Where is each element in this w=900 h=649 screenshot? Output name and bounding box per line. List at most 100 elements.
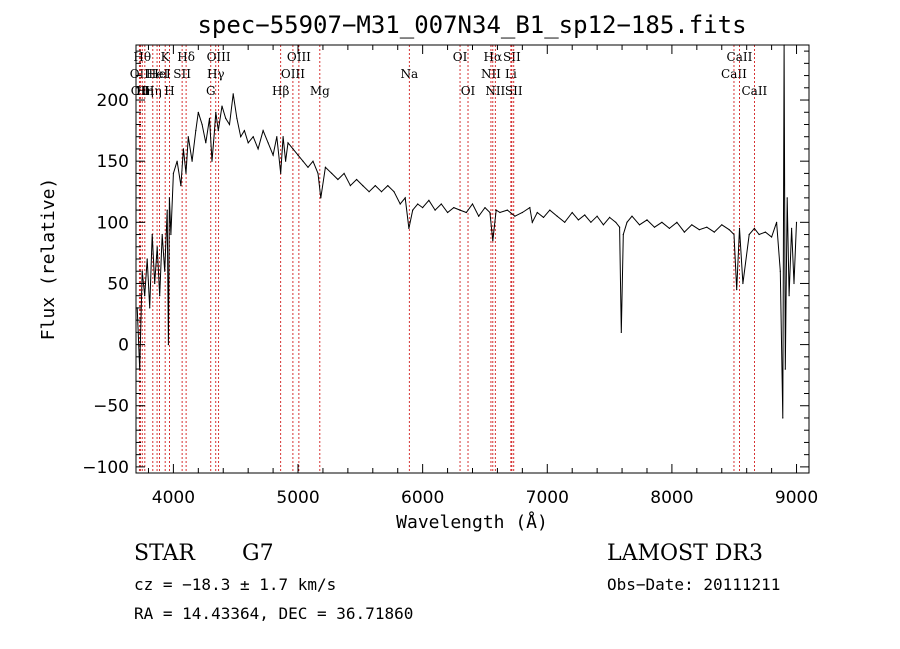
x-tick-label-0: 4000: [152, 488, 195, 508]
line-marker-label-23: NII: [485, 84, 505, 98]
data-point-101: [584, 214, 586, 216]
data-point-78: [447, 211, 449, 214]
data-point-128: [742, 282, 744, 285]
data-point-110: [626, 221, 628, 223]
data-point-16: [172, 172, 174, 174]
data-point-36: [236, 117, 238, 119]
data-point-79: [453, 207, 455, 209]
y-tick-label-5: 150: [97, 152, 129, 172]
data-point-65: [374, 185, 376, 187]
data-point-70: [404, 197, 406, 199]
line-marker-label-17: Mg: [310, 84, 330, 98]
data-point-133: [771, 236, 773, 238]
data-point-68: [393, 191, 395, 193]
line-marker-label-5: HeI: [146, 67, 169, 81]
line-marker-label-18: Na: [400, 67, 418, 81]
data-point-63: [362, 185, 364, 187]
line-marker-label-4: Hη: [144, 84, 162, 98]
data-point-33: [225, 117, 227, 119]
data-point-21: [187, 136, 189, 138]
data-point-92: [529, 207, 531, 209]
data-point-54: [312, 160, 314, 162]
data-point-141: [791, 227, 793, 229]
data-point-116: [668, 227, 671, 229]
data-point-57: [324, 166, 326, 168]
data-point-135: [779, 270, 781, 272]
data-point-49: [287, 142, 289, 144]
data-point-118: [683, 231, 686, 233]
x-tick-label-3: 7000: [526, 488, 569, 508]
data-point-58: [331, 172, 333, 174]
data-point-94: [536, 211, 538, 214]
data-point-106: [615, 221, 617, 223]
line-marker-label-7: K: [161, 50, 171, 64]
data-point-41: [257, 148, 259, 150]
data-point-44: [272, 154, 274, 156]
data-point-111: [631, 215, 633, 217]
chart-title: spec−55907−M31_007N34_B1_sp12−185.fits: [197, 11, 746, 39]
line-marker-label-13: OIII: [207, 50, 231, 64]
data-point-131: [758, 233, 760, 236]
data-point-20: [185, 172, 187, 174]
y-tick-label-1: −50: [93, 397, 129, 417]
data-point-62: [356, 178, 358, 181]
x-tick-label-2: 6000: [401, 488, 444, 508]
data-point-67: [387, 185, 389, 187]
y-tick-label-2: 0: [118, 336, 129, 356]
data-point-17: [176, 160, 178, 162]
line-marker-label-2: Hθ: [133, 50, 151, 64]
data-point-120: [698, 229, 700, 231]
data-point-6: [151, 233, 153, 236]
data-point-19: [182, 148, 184, 150]
data-point-45: [276, 136, 278, 138]
data-point-123: [721, 224, 723, 226]
line-marker-label-29: CaII: [741, 84, 767, 98]
data-point-3: [144, 295, 146, 297]
line-marker-label-16: OIII: [287, 50, 311, 64]
data-point-60: [343, 172, 345, 174]
data-point-72: [412, 209, 414, 211]
data-point-134: [776, 221, 778, 223]
data-point-37: [240, 136, 242, 138]
data-point-107: [619, 226, 621, 228]
line-markers: OIIOIIHθHηHηHeIHeIKHSIIHδGHγOIIIHβOIIIOI…: [130, 45, 768, 473]
data-point-47: [282, 136, 284, 138]
data-point-93: [531, 221, 533, 223]
data-point-31: [217, 130, 219, 132]
data-point-9: [159, 295, 161, 297]
data-point-89: [506, 209, 508, 211]
line-marker-label-9: SII: [173, 67, 191, 81]
plot-frame: [135, 44, 810, 474]
data-point-76: [434, 209, 436, 211]
data-point-51: [297, 154, 299, 156]
data-point-104: [602, 224, 605, 226]
line-marker-label-14: Hβ: [272, 84, 289, 98]
line-marker-label-19: OI: [453, 50, 468, 64]
data-point-87: [495, 209, 497, 211]
data-point-115: [661, 221, 663, 223]
data-point-13: [167, 344, 169, 346]
data-point-27: [208, 117, 211, 119]
data-point-121: [706, 226, 708, 228]
data-point-125: [733, 233, 735, 236]
data-point-11: [164, 270, 166, 272]
data-point-23: [195, 130, 197, 132]
line-marker-label-25: SII: [503, 50, 521, 64]
data-point-22: [191, 160, 193, 162]
line-marker-label-12: Hγ: [207, 67, 225, 81]
x-axis-label: Wavelength (Å): [396, 511, 548, 533]
data-point-30: [215, 111, 217, 113]
data-point-90: [514, 215, 516, 217]
line-marker-label-28: CaII: [727, 50, 753, 64]
line-marker-label-11: G: [206, 84, 216, 98]
redshift-cz: cz = −18.3 ± 1.7 km/s: [134, 575, 336, 594]
data-point-96: [549, 209, 551, 211]
data-point-25: [201, 123, 203, 126]
data-point-42: [262, 130, 264, 132]
data-point-113: [646, 219, 648, 221]
data-point-124: [728, 229, 730, 231]
y-axis: −100 −50 0 50 100 150 200: [82, 50, 809, 478]
line-marker-label-0: OII: [130, 67, 150, 81]
data-point-102: [590, 221, 592, 223]
